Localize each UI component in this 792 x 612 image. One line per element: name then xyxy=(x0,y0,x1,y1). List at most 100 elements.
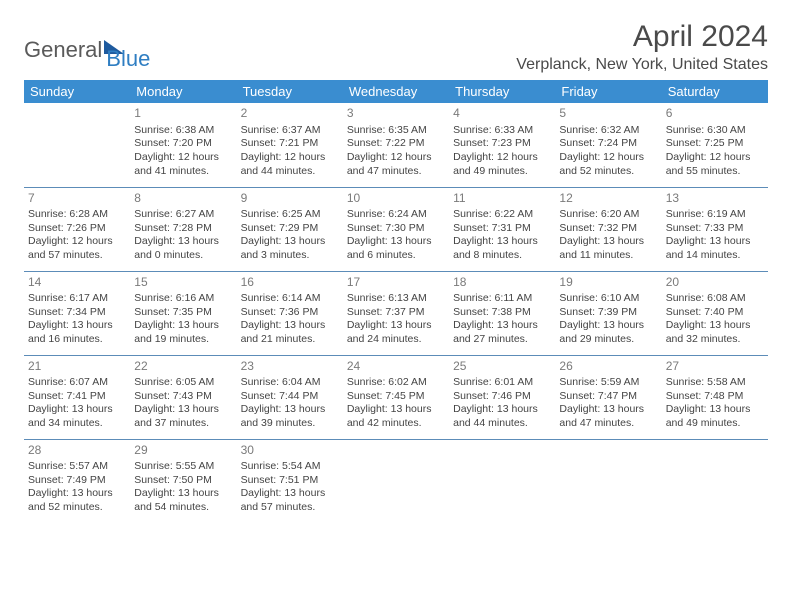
calendar-day-cell xyxy=(24,103,130,187)
day-detail-line: Sunset: 7:36 PM xyxy=(241,306,339,320)
day-detail-line: Sunset: 7:23 PM xyxy=(453,137,551,151)
day-detail-line: and 0 minutes. xyxy=(134,249,232,263)
day-detail-line: Sunrise: 6:20 AM xyxy=(559,208,657,222)
calendar-day-cell: 23Sunrise: 6:04 AMSunset: 7:44 PMDayligh… xyxy=(237,355,343,439)
day-detail-line: and 39 minutes. xyxy=(241,417,339,431)
day-detail-line: Daylight: 13 hours xyxy=(241,487,339,501)
day-detail-line: and 16 minutes. xyxy=(28,333,126,347)
day-detail-line: and 49 minutes. xyxy=(666,417,764,431)
day-detail-line: Sunrise: 6:16 AM xyxy=(134,292,232,306)
day-detail-line: Daylight: 13 hours xyxy=(559,403,657,417)
day-detail-line: Sunset: 7:41 PM xyxy=(28,390,126,404)
day-detail-line: Daylight: 13 hours xyxy=(134,319,232,333)
day-number: 24 xyxy=(347,359,445,375)
day-detail-line: and 52 minutes. xyxy=(28,501,126,515)
day-detail-line: Daylight: 12 hours xyxy=(666,151,764,165)
calendar-day-cell: 12Sunrise: 6:20 AMSunset: 7:32 PMDayligh… xyxy=(555,187,661,271)
day-detail-line: and 54 minutes. xyxy=(134,501,232,515)
day-detail-line: Sunrise: 5:55 AM xyxy=(134,460,232,474)
day-detail-line: and 57 minutes. xyxy=(28,249,126,263)
day-detail-line: Sunrise: 6:22 AM xyxy=(453,208,551,222)
day-number: 28 xyxy=(28,443,126,459)
day-detail-line: Daylight: 13 hours xyxy=(241,235,339,249)
day-number: 29 xyxy=(134,443,232,459)
day-detail-line: Daylight: 12 hours xyxy=(28,235,126,249)
day-detail-line: and 34 minutes. xyxy=(28,417,126,431)
day-detail-line: and 41 minutes. xyxy=(134,165,232,179)
logo: General Blue xyxy=(24,20,150,72)
day-number: 27 xyxy=(666,359,764,375)
day-detail-line: Sunset: 7:25 PM xyxy=(666,137,764,151)
calendar-day-cell: 21Sunrise: 6:07 AMSunset: 7:41 PMDayligh… xyxy=(24,355,130,439)
day-detail-line: Sunset: 7:20 PM xyxy=(134,137,232,151)
day-detail-line: and 14 minutes. xyxy=(666,249,764,263)
day-number: 15 xyxy=(134,275,232,291)
day-detail-line: and 11 minutes. xyxy=(559,249,657,263)
calendar-day-cell: 2Sunrise: 6:37 AMSunset: 7:21 PMDaylight… xyxy=(237,103,343,187)
calendar-day-cell: 18Sunrise: 6:11 AMSunset: 7:38 PMDayligh… xyxy=(449,271,555,355)
calendar-day-cell: 17Sunrise: 6:13 AMSunset: 7:37 PMDayligh… xyxy=(343,271,449,355)
calendar-day-cell: 29Sunrise: 5:55 AMSunset: 7:50 PMDayligh… xyxy=(130,439,236,523)
month-title: April 2024 xyxy=(516,20,768,54)
day-number: 3 xyxy=(347,106,445,122)
day-number: 30 xyxy=(241,443,339,459)
calendar-day-cell: 9Sunrise: 6:25 AMSunset: 7:29 PMDaylight… xyxy=(237,187,343,271)
day-number: 26 xyxy=(559,359,657,375)
day-detail-line: Sunset: 7:39 PM xyxy=(559,306,657,320)
day-detail-line: and 8 minutes. xyxy=(453,249,551,263)
day-detail-line: and 52 minutes. xyxy=(559,165,657,179)
day-detail-line: Sunset: 7:35 PM xyxy=(134,306,232,320)
day-number: 6 xyxy=(666,106,764,122)
logo-text-general: General xyxy=(24,37,102,63)
day-detail-line: Sunrise: 6:05 AM xyxy=(134,376,232,390)
calendar-day-cell xyxy=(449,439,555,523)
day-detail-line: Daylight: 12 hours xyxy=(347,151,445,165)
calendar-day-cell: 15Sunrise: 6:16 AMSunset: 7:35 PMDayligh… xyxy=(130,271,236,355)
day-number: 7 xyxy=(28,191,126,207)
day-number: 11 xyxy=(453,191,551,207)
day-detail-line: Daylight: 13 hours xyxy=(666,319,764,333)
location-label: Verplanck, New York, United States xyxy=(516,56,768,74)
day-number: 16 xyxy=(241,275,339,291)
calendar-week-row: 7Sunrise: 6:28 AMSunset: 7:26 PMDaylight… xyxy=(24,187,768,271)
calendar-day-cell: 8Sunrise: 6:27 AMSunset: 7:28 PMDaylight… xyxy=(130,187,236,271)
calendar-day-cell: 14Sunrise: 6:17 AMSunset: 7:34 PMDayligh… xyxy=(24,271,130,355)
calendar-day-cell: 26Sunrise: 5:59 AMSunset: 7:47 PMDayligh… xyxy=(555,355,661,439)
weekday-header: Wednesday xyxy=(343,80,449,103)
day-detail-line: Daylight: 13 hours xyxy=(28,403,126,417)
day-detail-line: Sunset: 7:31 PM xyxy=(453,222,551,236)
day-detail-line: Daylight: 12 hours xyxy=(134,151,232,165)
calendar-day-cell: 11Sunrise: 6:22 AMSunset: 7:31 PMDayligh… xyxy=(449,187,555,271)
day-detail-line: Sunrise: 5:59 AM xyxy=(559,376,657,390)
day-detail-line: Sunrise: 5:58 AM xyxy=(666,376,764,390)
day-number: 14 xyxy=(28,275,126,291)
calendar-day-cell: 28Sunrise: 5:57 AMSunset: 7:49 PMDayligh… xyxy=(24,439,130,523)
day-number: 8 xyxy=(134,191,232,207)
day-detail-line: and 55 minutes. xyxy=(666,165,764,179)
day-detail-line: Sunset: 7:51 PM xyxy=(241,474,339,488)
day-detail-line: Sunset: 7:24 PM xyxy=(559,137,657,151)
day-detail-line: Sunset: 7:33 PM xyxy=(666,222,764,236)
day-detail-line: Sunset: 7:30 PM xyxy=(347,222,445,236)
calendar-week-row: 28Sunrise: 5:57 AMSunset: 7:49 PMDayligh… xyxy=(24,439,768,523)
calendar-day-cell: 13Sunrise: 6:19 AMSunset: 7:33 PMDayligh… xyxy=(662,187,768,271)
day-detail-line: Sunset: 7:38 PM xyxy=(453,306,551,320)
calendar-day-cell: 1Sunrise: 6:38 AMSunset: 7:20 PMDaylight… xyxy=(130,103,236,187)
day-detail-line: Daylight: 13 hours xyxy=(666,403,764,417)
calendar-day-cell xyxy=(662,439,768,523)
day-detail-line: Sunset: 7:21 PM xyxy=(241,137,339,151)
day-detail-line: Sunrise: 6:01 AM xyxy=(453,376,551,390)
day-number: 25 xyxy=(453,359,551,375)
day-detail-line: Sunrise: 6:35 AM xyxy=(347,124,445,138)
calendar-day-cell: 22Sunrise: 6:05 AMSunset: 7:43 PMDayligh… xyxy=(130,355,236,439)
day-detail-line: Daylight: 13 hours xyxy=(241,403,339,417)
day-detail-line: Daylight: 13 hours xyxy=(559,235,657,249)
day-detail-line: Sunrise: 6:02 AM xyxy=(347,376,445,390)
day-detail-line: Sunset: 7:47 PM xyxy=(559,390,657,404)
day-detail-line: Daylight: 13 hours xyxy=(666,235,764,249)
title-block: April 2024 Verplanck, New York, United S… xyxy=(516,20,768,74)
weekday-header: Friday xyxy=(555,80,661,103)
day-detail-line: Sunset: 7:37 PM xyxy=(347,306,445,320)
day-number: 4 xyxy=(453,106,551,122)
calendar-day-cell: 7Sunrise: 6:28 AMSunset: 7:26 PMDaylight… xyxy=(24,187,130,271)
